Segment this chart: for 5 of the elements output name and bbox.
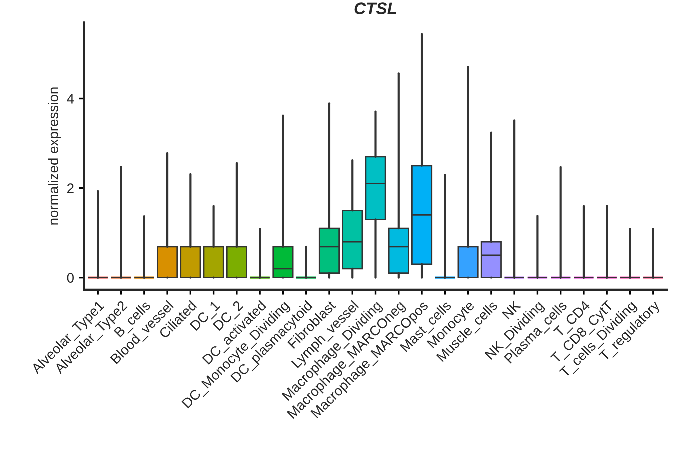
chart-title: CTSL <box>354 2 397 14</box>
y-tick-label: 4 <box>67 94 74 104</box>
y-axis-title: normalized expression <box>48 88 62 225</box>
y-tick-label: 0 <box>67 273 74 283</box>
y-tick-label: 2 <box>68 184 74 194</box>
